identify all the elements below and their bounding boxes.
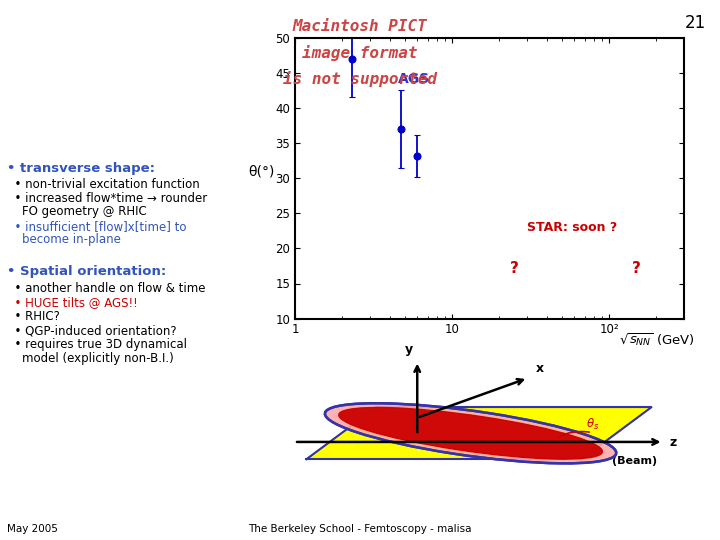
Text: The Berkeley School - Femtoscopy - malisa: The Berkeley School - Femtoscopy - malis… (248, 523, 472, 534)
Polygon shape (307, 407, 651, 459)
Text: is not supported: is not supported (283, 71, 437, 87)
Text: • requires true 3D dynamical: • requires true 3D dynamical (7, 338, 187, 351)
Text: • non-trivial excitation function: • non-trivial excitation function (7, 178, 200, 191)
Text: become in-plane: become in-plane (7, 233, 121, 246)
Y-axis label: θ(°): θ(°) (248, 164, 275, 178)
Text: STAR: soon ?: STAR: soon ? (527, 221, 617, 234)
Text: z: z (670, 436, 677, 449)
Text: $\theta_s$: $\theta_s$ (585, 417, 599, 432)
Text: • another handle on flow & time: • another handle on flow & time (7, 282, 206, 295)
Text: • RHIC?: • RHIC? (7, 310, 60, 323)
Text: x: x (536, 362, 544, 375)
Text: • transverse shape:: • transverse shape: (7, 162, 156, 175)
Text: • HUGE tilts @ AGS!!: • HUGE tilts @ AGS!! (7, 296, 138, 309)
Text: $\sqrt{s_{NN}}$ (GeV): $\sqrt{s_{NN}}$ (GeV) (619, 332, 695, 349)
Text: (Beam): (Beam) (612, 456, 657, 467)
Text: AGS: AGS (397, 72, 430, 86)
Text: • Spatial orientation:: • Spatial orientation: (7, 265, 166, 278)
Text: Macintosh PICT: Macintosh PICT (292, 19, 428, 34)
Text: • insufficient [flow]x[time] to: • insufficient [flow]x[time] to (7, 220, 186, 233)
Text: ?: ? (632, 261, 642, 276)
Text: 21: 21 (684, 14, 706, 31)
Text: FO geometry @ RHIC: FO geometry @ RHIC (7, 205, 147, 218)
Ellipse shape (325, 403, 616, 463)
Text: • increased flow*time → rounder: • increased flow*time → rounder (7, 192, 207, 205)
Text: ?: ? (510, 261, 519, 276)
Text: image format: image format (302, 45, 418, 61)
Text: • QGP-induced orientation?: • QGP-induced orientation? (7, 324, 177, 337)
Text: May 2005: May 2005 (7, 523, 58, 534)
Ellipse shape (338, 408, 603, 459)
Text: y: y (405, 342, 413, 355)
Text: model (explicitly non-B.I.): model (explicitly non-B.I.) (7, 352, 174, 365)
